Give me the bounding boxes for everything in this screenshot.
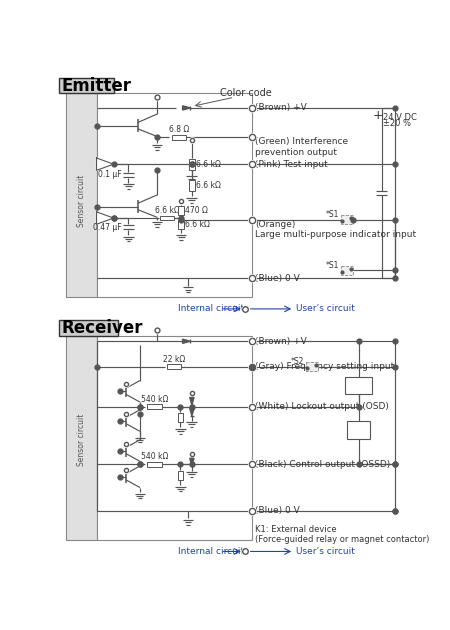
Bar bbox=[167, 364, 181, 369]
Text: Receiver: Receiver bbox=[62, 319, 143, 337]
Bar bbox=[189, 159, 194, 169]
Bar bbox=[189, 180, 194, 191]
Text: 6.8 Ω: 6.8 Ω bbox=[169, 125, 189, 134]
Text: (Blue) 0 V: (Blue) 0 V bbox=[256, 273, 300, 283]
Bar bbox=[347, 421, 370, 439]
Text: (Blue) 0 V: (Blue) 0 V bbox=[256, 506, 300, 515]
Text: *S2: *S2 bbox=[291, 357, 304, 366]
Text: 6.6 kΩ: 6.6 kΩ bbox=[155, 206, 180, 215]
FancyBboxPatch shape bbox=[58, 321, 118, 336]
Text: 470 Ω: 470 Ω bbox=[185, 206, 208, 215]
Bar bbox=[178, 220, 184, 229]
Text: Internal circuit: Internal circuit bbox=[178, 547, 244, 556]
Text: (Black) Control output (OSSD): (Black) Control output (OSSD) bbox=[256, 460, 391, 469]
Bar bbox=[178, 471, 183, 480]
Polygon shape bbox=[190, 458, 194, 466]
Bar bbox=[97, 336, 252, 540]
Text: +: + bbox=[373, 110, 383, 122]
Text: (White) Lockout output (OSD): (White) Lockout output (OSD) bbox=[256, 402, 389, 411]
Text: K1: External device
(Force-guided relay or magnet contactor): K1: External device (Force-guided relay … bbox=[256, 525, 430, 544]
Bar bbox=[97, 93, 252, 297]
Bar bbox=[147, 404, 162, 409]
Polygon shape bbox=[190, 408, 194, 416]
Text: *S1: *S1 bbox=[326, 261, 339, 270]
Text: Emitter: Emitter bbox=[62, 77, 132, 94]
FancyBboxPatch shape bbox=[58, 78, 114, 93]
Text: 22 kΩ: 22 kΩ bbox=[163, 355, 185, 364]
Bar bbox=[66, 93, 97, 297]
Text: 6.6 kΩ: 6.6 kΩ bbox=[185, 220, 210, 229]
Polygon shape bbox=[183, 339, 190, 343]
Bar bbox=[341, 266, 353, 275]
Text: (Pink) Test input: (Pink) Test input bbox=[256, 159, 328, 169]
Bar bbox=[147, 462, 162, 467]
Text: (Orange)
Large multi-purpose indicator input: (Orange) Large multi-purpose indicator i… bbox=[256, 220, 417, 239]
Text: 0.47 μF: 0.47 μF bbox=[93, 223, 122, 232]
Bar bbox=[306, 362, 318, 371]
Bar bbox=[172, 135, 186, 139]
Bar bbox=[341, 215, 353, 224]
Bar bbox=[66, 336, 97, 540]
Text: (Brown) +V: (Brown) +V bbox=[256, 103, 307, 112]
Polygon shape bbox=[97, 212, 113, 224]
Text: *S1: *S1 bbox=[326, 210, 339, 219]
Bar bbox=[160, 215, 174, 220]
Polygon shape bbox=[97, 158, 113, 170]
Text: 540 kΩ: 540 kΩ bbox=[141, 394, 168, 404]
Text: User’s circuit: User’s circuit bbox=[297, 547, 356, 556]
Text: Color code: Color code bbox=[220, 88, 272, 98]
Text: (Brown) +V: (Brown) +V bbox=[256, 337, 307, 346]
Bar bbox=[345, 377, 373, 394]
Text: K1: K1 bbox=[351, 425, 365, 435]
Bar bbox=[178, 206, 184, 215]
Text: (Green) Interference
prevention output: (Green) Interference prevention output bbox=[256, 137, 349, 157]
Text: Sensor circuit: Sensor circuit bbox=[76, 414, 86, 466]
Polygon shape bbox=[183, 106, 190, 110]
Text: Load: Load bbox=[347, 381, 370, 391]
Text: (Gray) Frequency setting input: (Gray) Frequency setting input bbox=[256, 362, 395, 371]
Text: 6.6 kΩ: 6.6 kΩ bbox=[196, 159, 221, 169]
Text: 6.6 kΩ: 6.6 kΩ bbox=[196, 181, 221, 190]
Text: Sensor circuit: Sensor circuit bbox=[76, 175, 86, 227]
Text: User’s circuit: User’s circuit bbox=[297, 304, 356, 313]
Polygon shape bbox=[190, 398, 194, 405]
Bar bbox=[178, 413, 183, 422]
Text: 0.1 μF: 0.1 μF bbox=[98, 171, 122, 180]
Text: Internal circuit: Internal circuit bbox=[178, 304, 244, 313]
Text: ±20 %: ±20 % bbox=[383, 119, 411, 128]
Text: 540 kΩ: 540 kΩ bbox=[141, 452, 168, 461]
Text: 24 V DC: 24 V DC bbox=[383, 113, 417, 122]
